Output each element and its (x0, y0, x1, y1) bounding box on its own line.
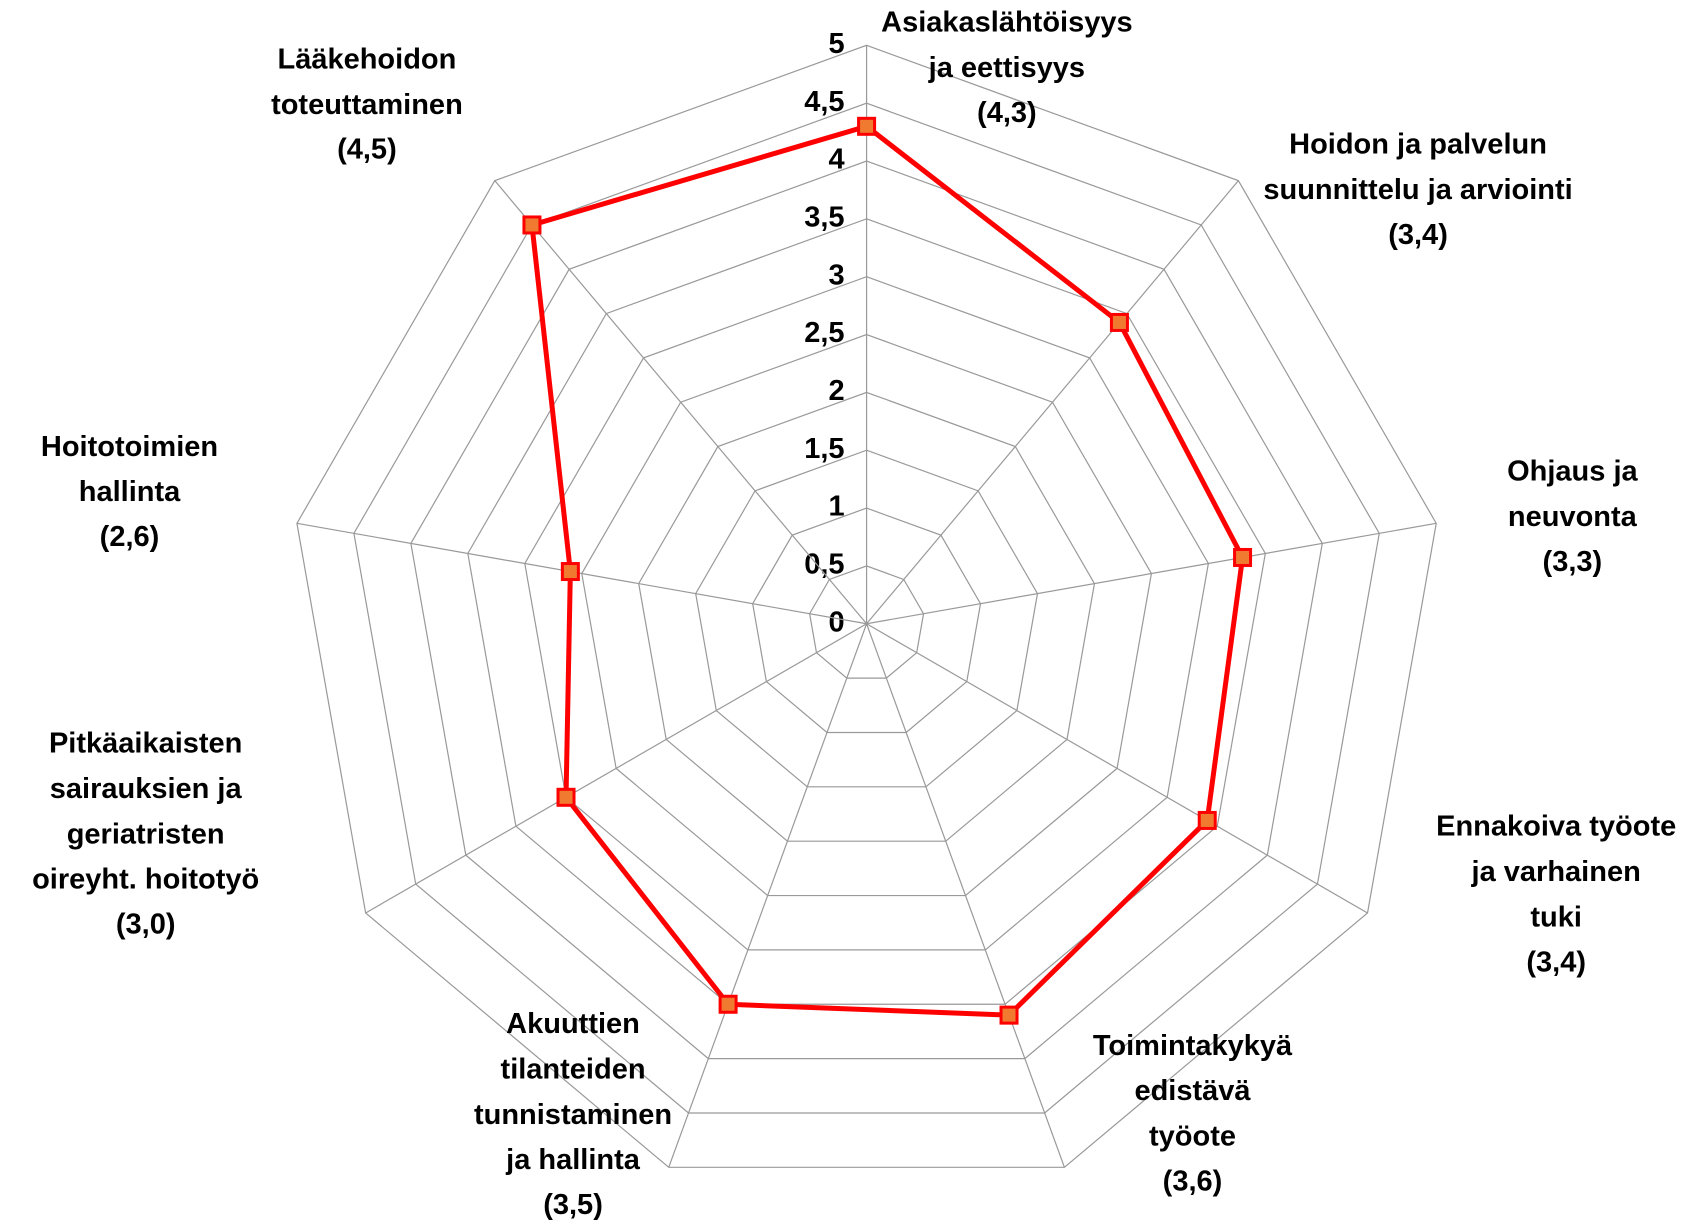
tick-label: 4 (828, 144, 844, 176)
grid-ring (638, 391, 1096, 842)
tick-label: 3,5 (804, 202, 844, 234)
grid-ring (581, 333, 1153, 897)
category-label: Ennakoiva työote ja varhainen tuki (1436, 810, 1676, 933)
spoke (866, 623, 1368, 914)
spoke (866, 623, 1065, 1168)
tick-label: 2,5 (804, 317, 844, 349)
tick-label: 1 (828, 491, 844, 523)
spoke (668, 623, 868, 1168)
tick-label: 0 (828, 606, 844, 638)
grid-ring (296, 44, 1437, 1168)
marker (1109, 312, 1129, 332)
value-label: (3,5) (543, 1189, 603, 1221)
value-label: (4,3) (977, 97, 1037, 129)
tick-label: 2 (828, 375, 844, 407)
category-label: Asiakaslähtöisyys ja eettisyys (881, 6, 1132, 83)
marker (560, 562, 580, 582)
grid-ring (695, 449, 1039, 788)
value-label: (3,0) (116, 909, 176, 941)
category-label: Hoitotoimien hallinta (41, 431, 218, 508)
category-label: Pitkäaikaisten sairauksien ja geriatristen… (32, 727, 259, 895)
grid-ring (524, 276, 1210, 951)
value-label: (3,3) (1543, 546, 1603, 578)
marker (1233, 547, 1253, 567)
spoke (365, 623, 867, 914)
tick-label: 3 (828, 259, 844, 291)
tick-label: 4,5 (804, 86, 844, 118)
spoke (866, 522, 1437, 625)
category-label: Lääkehoidon toteuttaminen (271, 43, 463, 120)
spoke (494, 180, 868, 625)
grid-ring (467, 218, 1266, 1005)
category-label: Toimintakykyä edistävä työote (1093, 1029, 1293, 1152)
series-line (529, 123, 1246, 1018)
category-label: Hoidon ja palvelun suunnittelu ja arvioin… (1263, 128, 1572, 205)
marker (857, 116, 877, 136)
tick-label: 1,5 (804, 433, 844, 465)
grid-ring (752, 507, 982, 734)
value-label: (2,6) (100, 521, 160, 553)
marker (522, 215, 542, 235)
grid-ring (353, 102, 1380, 1114)
marker (556, 787, 576, 807)
marker (718, 994, 738, 1014)
grid-ring (410, 160, 1323, 1060)
value-label: (3,6) (1163, 1165, 1223, 1197)
grid-ring (808, 565, 925, 679)
spoke (866, 180, 1239, 625)
value-label: (4,5) (337, 134, 397, 166)
spoke (296, 522, 867, 625)
tick-label: 5 (828, 28, 844, 60)
category-label: Akuuttien tilanteiden tunnistaminen ja hall… (474, 1008, 672, 1176)
tick-label: 0,5 (804, 549, 844, 581)
marker (999, 1005, 1019, 1025)
category-label: Ohjaus ja neuvonta (1507, 455, 1638, 532)
marker (1197, 810, 1217, 830)
value-label: (3,4) (1388, 219, 1448, 251)
value-label: (3,4) (1526, 946, 1586, 978)
